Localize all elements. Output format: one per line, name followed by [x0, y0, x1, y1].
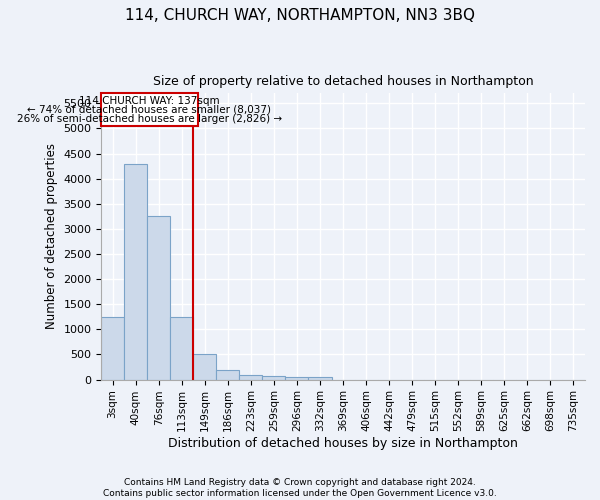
Text: ← 74% of detached houses are smaller (8,037): ← 74% of detached houses are smaller (8,… — [28, 104, 271, 115]
Bar — [308, 377, 332, 380]
Bar — [193, 354, 216, 380]
Title: Size of property relative to detached houses in Northampton: Size of property relative to detached ho… — [153, 75, 533, 88]
Y-axis label: Number of detached properties: Number of detached properties — [44, 144, 58, 330]
Text: Contains HM Land Registry data © Crown copyright and database right 2024.
Contai: Contains HM Land Registry data © Crown c… — [103, 478, 497, 498]
Bar — [147, 216, 170, 380]
Bar — [286, 377, 308, 380]
Text: 114, CHURCH WAY, NORTHAMPTON, NN3 3BQ: 114, CHURCH WAY, NORTHAMPTON, NN3 3BQ — [125, 8, 475, 22]
Bar — [101, 317, 124, 380]
Bar — [124, 164, 147, 380]
Text: 114 CHURCH WAY: 137sqm: 114 CHURCH WAY: 137sqm — [79, 96, 220, 106]
Bar — [239, 374, 262, 380]
Text: 26% of semi-detached houses are larger (2,826) →: 26% of semi-detached houses are larger (… — [17, 114, 282, 124]
Bar — [216, 370, 239, 380]
Bar — [262, 376, 286, 380]
X-axis label: Distribution of detached houses by size in Northampton: Distribution of detached houses by size … — [168, 437, 518, 450]
Bar — [170, 317, 193, 380]
Bar — [101, 94, 198, 126]
